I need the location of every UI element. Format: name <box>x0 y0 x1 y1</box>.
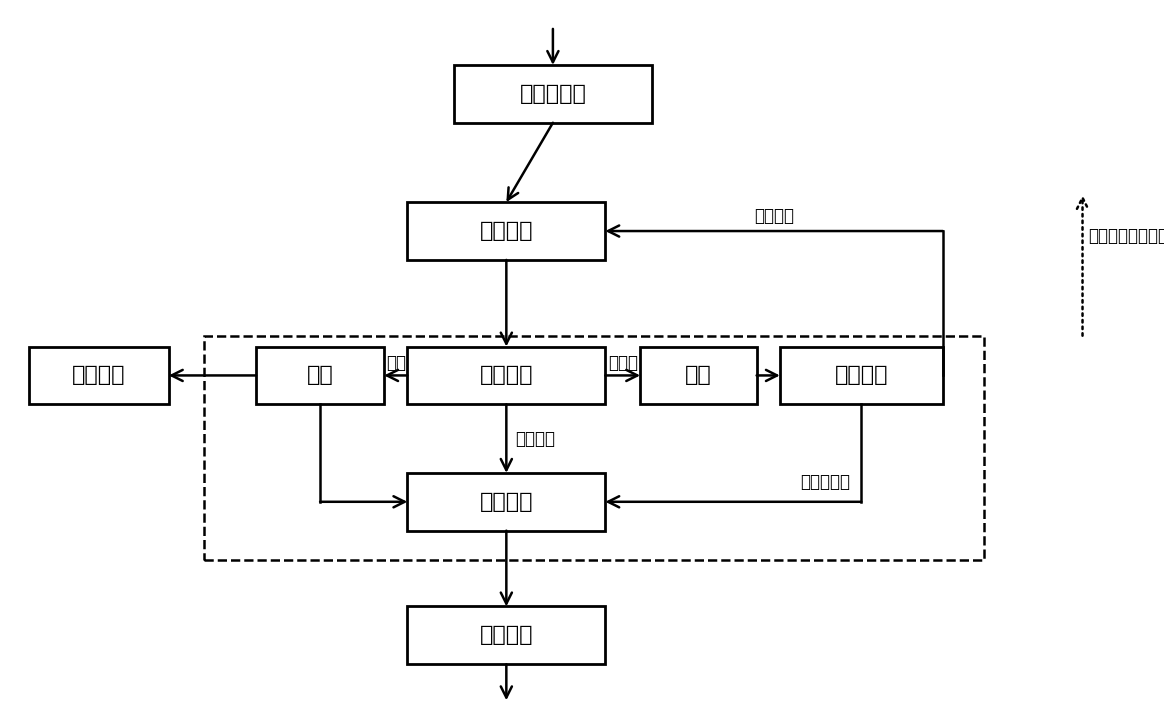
Text: 含梗叶片: 含梗叶片 <box>754 207 794 225</box>
Text: 烟末处理: 烟末处理 <box>72 365 126 386</box>
Text: 重力风选: 重力风选 <box>835 365 888 386</box>
Text: 筛分: 筛分 <box>307 365 333 386</box>
Bar <box>256 347 384 404</box>
Bar <box>780 347 943 404</box>
Text: 小片: 小片 <box>385 354 406 372</box>
Text: 超大片: 超大片 <box>608 354 638 372</box>
Text: 非含梗叶片: 非含梗叶片 <box>800 473 850 491</box>
Text: 烟片分离: 烟片分离 <box>480 365 533 386</box>
Bar <box>29 347 169 404</box>
Text: 合适烟片: 合适烟片 <box>516 430 555 448</box>
Bar <box>640 347 757 404</box>
Text: 烟片混合: 烟片混合 <box>480 492 533 512</box>
Bar <box>407 347 605 404</box>
Text: 剪切: 剪切 <box>686 365 711 386</box>
Text: 烟片结构控制环节: 烟片结构控制环节 <box>1088 227 1164 245</box>
Bar <box>407 606 605 664</box>
Bar <box>204 336 984 560</box>
Text: 烟片复烤: 烟片复烤 <box>480 625 533 645</box>
Text: 烟片预处理: 烟片预处理 <box>519 84 587 104</box>
Bar <box>454 65 652 123</box>
Bar <box>407 473 605 531</box>
Text: 打叶去梗: 打叶去梗 <box>480 221 533 241</box>
Bar <box>407 202 605 260</box>
